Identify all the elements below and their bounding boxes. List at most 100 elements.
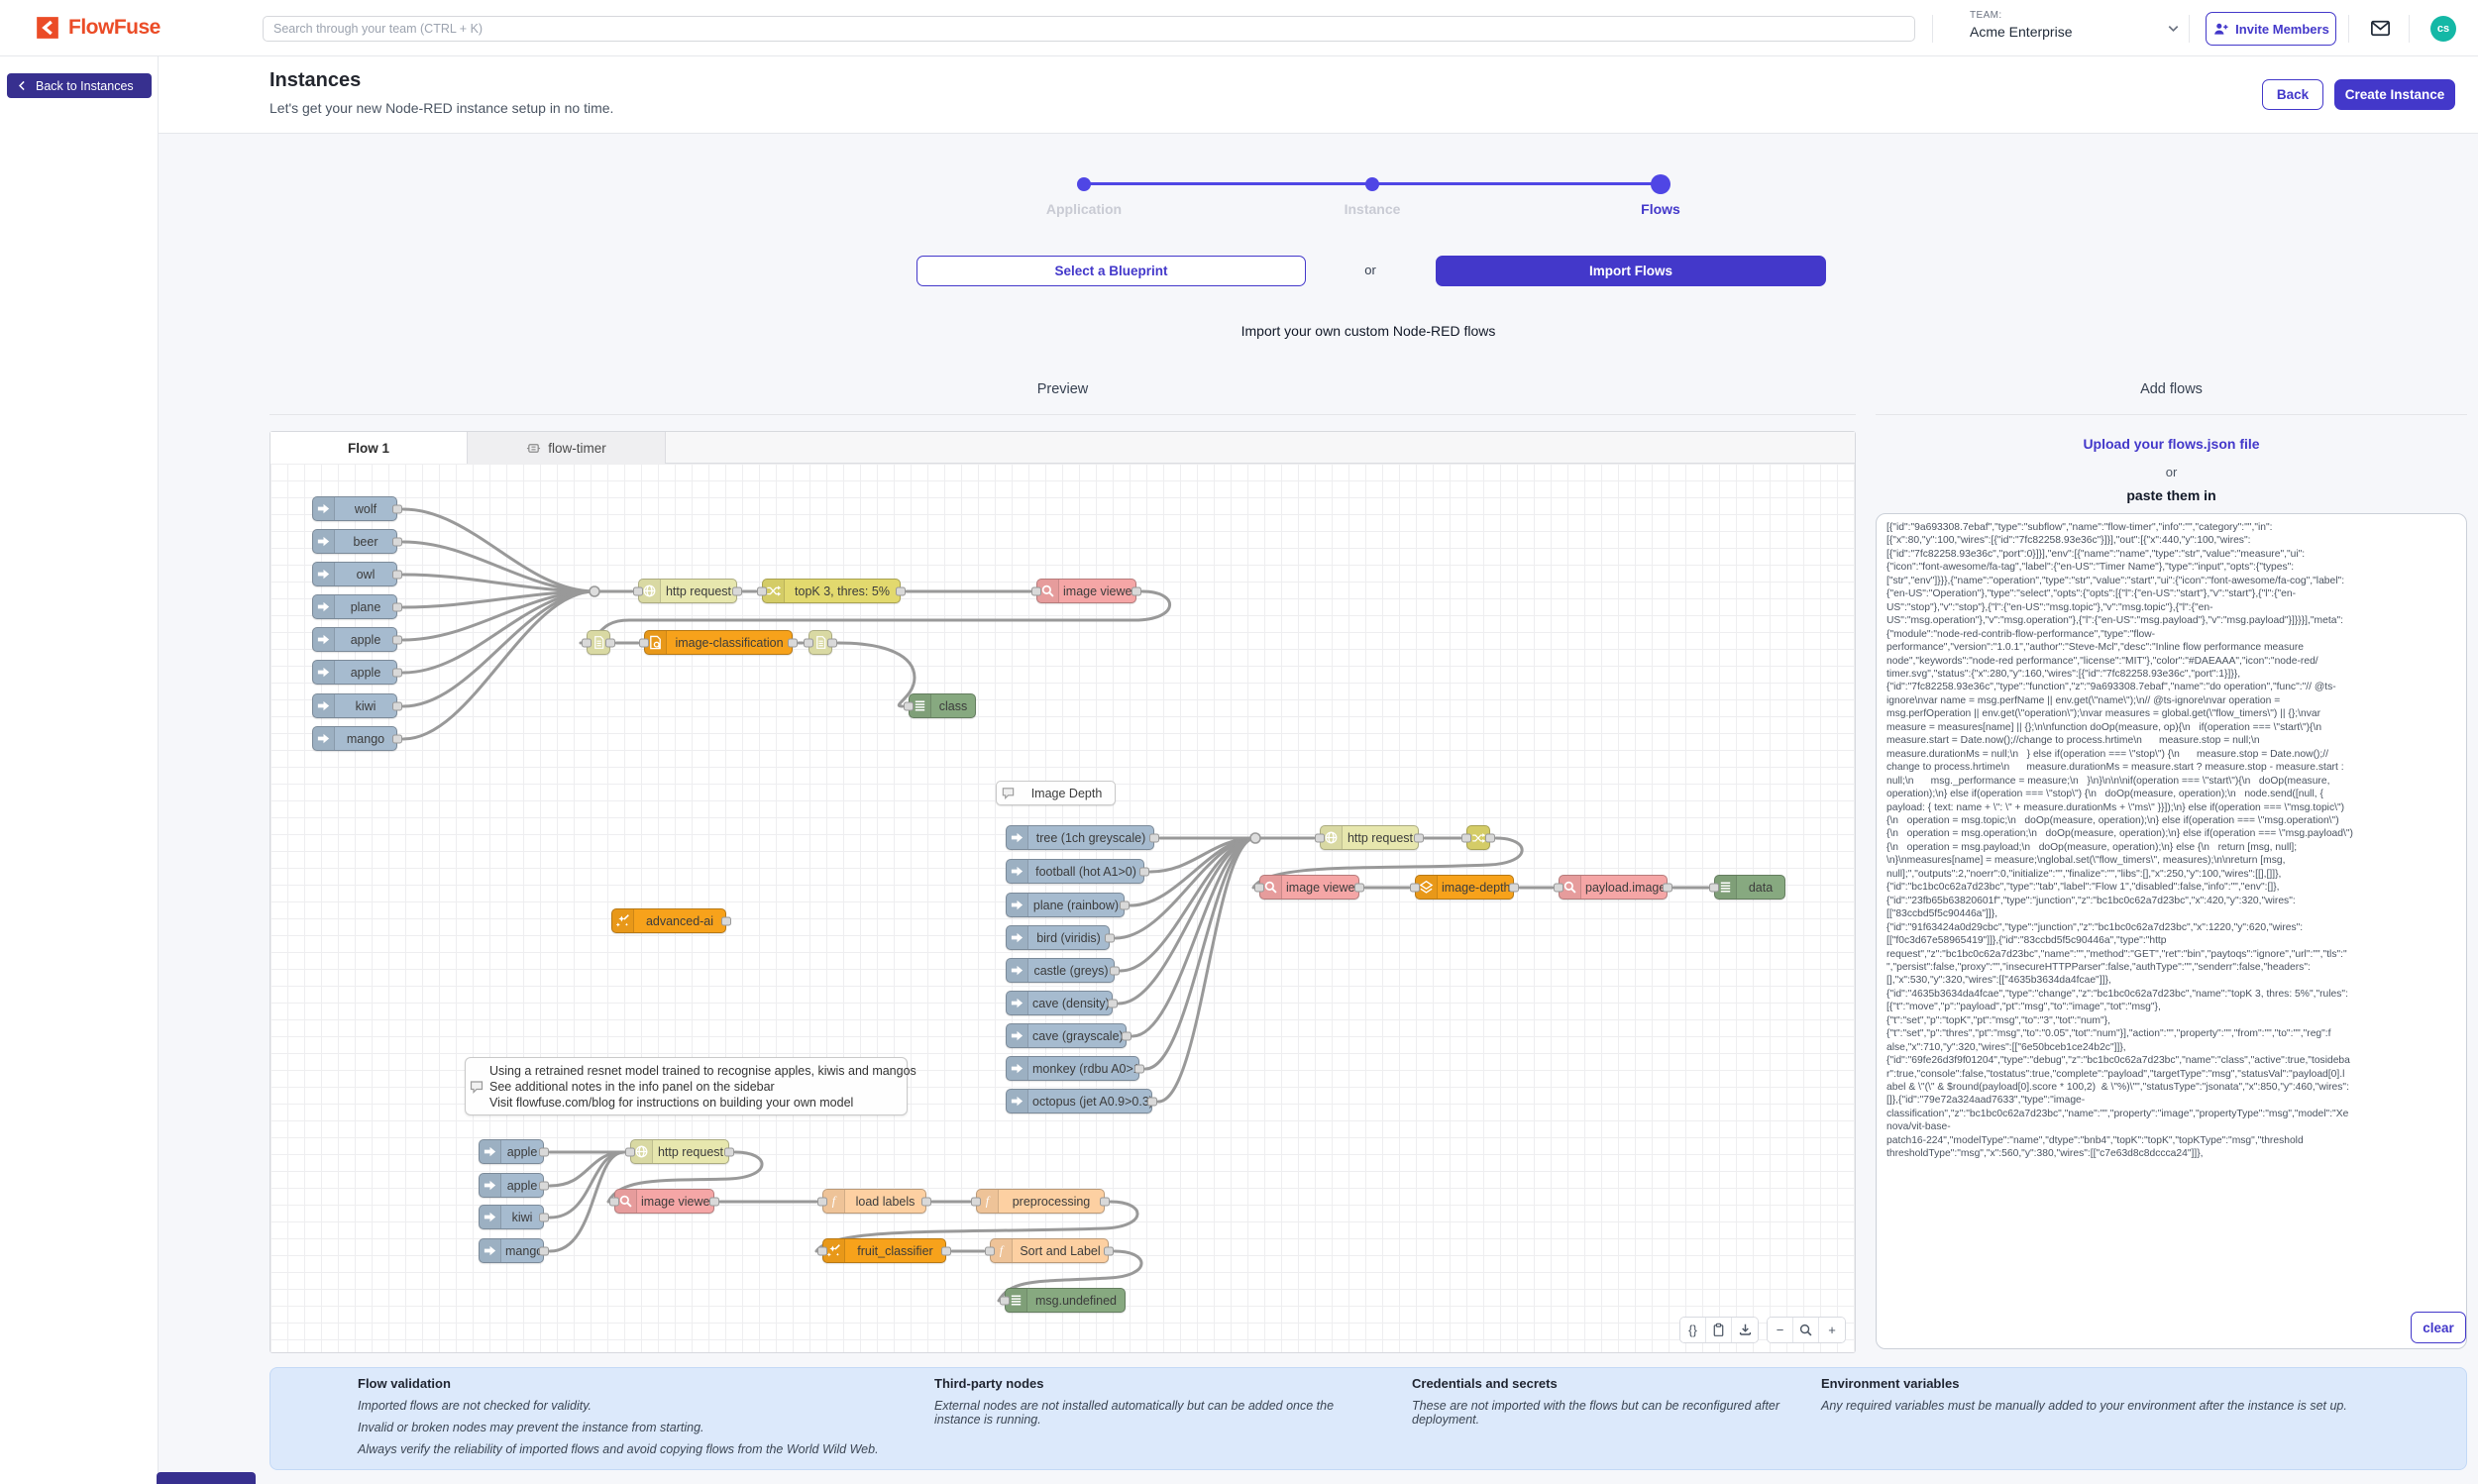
output-port[interactable] — [392, 570, 402, 579]
flow-node-inject-cave-grayscale[interactable]: cave (grayscale) — [1006, 1023, 1131, 1048]
output-port[interactable] — [1131, 586, 1141, 595]
chevron-down-icon[interactable] — [2166, 21, 2181, 36]
flow-node-inject-plane-rainbow[interactable]: plane (rainbow) — [1006, 893, 1130, 917]
input-port[interactable] — [639, 638, 649, 647]
input-port[interactable] — [904, 701, 914, 710]
mail-icon[interactable] — [2369, 17, 2392, 40]
flows-json-textarea[interactable]: [{"id":"9a693308.7ebaf","type":"subflow"… — [1876, 513, 2467, 1349]
output-port[interactable] — [392, 504, 402, 513]
input-port[interactable] — [1461, 833, 1471, 842]
download-button[interactable] — [1732, 1318, 1758, 1342]
flow-node-advanced-ai[interactable]: advanced-ai — [611, 908, 731, 933]
import-flows-button[interactable]: Import Flows — [1436, 256, 1826, 286]
output-port[interactable] — [392, 602, 402, 611]
flow-node-change-topk[interactable]: topK 3, thres: 5% — [757, 579, 906, 603]
input-port[interactable] — [609, 1197, 619, 1206]
output-port[interactable] — [539, 1213, 549, 1221]
output-port[interactable] — [605, 638, 615, 647]
flow-node-inject-apple[interactable]: apple — [479, 1173, 549, 1198]
flow-node-comment-image-depth[interactable]: Image Depth — [996, 781, 1116, 805]
select-blueprint-button[interactable]: Select a Blueprint — [916, 256, 1306, 286]
output-port[interactable] — [921, 1197, 931, 1206]
output-port[interactable] — [1147, 1097, 1157, 1106]
flow-node-image-viewer[interactable]: image viewer — [1031, 579, 1141, 603]
output-port[interactable] — [1104, 1246, 1114, 1255]
output-port[interactable] — [1120, 901, 1130, 909]
output-port[interactable] — [721, 916, 731, 925]
flow-node-function-preprocessing[interactable]: preprocessing — [971, 1189, 1110, 1214]
clear-button[interactable]: clear — [2411, 1312, 2466, 1343]
output-port[interactable] — [392, 701, 402, 710]
output-port[interactable] — [724, 1147, 734, 1156]
flow-node-inject-castle[interactable]: castle (greys) — [1006, 958, 1120, 983]
output-port[interactable] — [827, 638, 837, 647]
output-port[interactable] — [1134, 1064, 1144, 1073]
team-selector[interactable]: TEAM: Acme Enterprise — [1970, 10, 2072, 40]
output-port[interactable] — [392, 635, 402, 644]
output-port[interactable] — [1100, 1197, 1110, 1206]
flow-node-inject-octopus[interactable]: octopus (jet A0.9>0.3) — [1006, 1089, 1157, 1113]
output-port[interactable] — [392, 734, 402, 743]
zoom-in-button[interactable]: + — [1819, 1318, 1845, 1342]
output-port[interactable] — [392, 537, 402, 546]
back-button[interactable]: Back — [2262, 79, 2323, 110]
junction-node[interactable] — [589, 585, 600, 597]
zoom-reset-button[interactable] — [1793, 1318, 1819, 1342]
input-port[interactable] — [582, 638, 592, 647]
flow-canvas[interactable]: wolf beer owl plane apple apple kiwi man… — [270, 464, 1855, 1352]
input-port[interactable] — [757, 586, 767, 595]
flow-node-inject-apple[interactable]: apple — [312, 627, 402, 652]
flow-node-inject-football[interactable]: football (hot A1>0) — [1006, 859, 1149, 884]
output-port[interactable] — [732, 586, 742, 595]
flow-node-inject-kiwi[interactable]: kiwi — [312, 693, 402, 718]
output-port[interactable] — [1105, 933, 1115, 942]
output-port[interactable] — [392, 668, 402, 677]
input-port[interactable] — [817, 1246, 827, 1255]
output-port[interactable] — [1663, 883, 1672, 892]
flow-node-inject-mango[interactable]: mango — [312, 726, 402, 751]
flow-node-comment-note[interactable]: Using a retrained resnet model trained t… — [465, 1057, 916, 1115]
output-port[interactable] — [1110, 966, 1120, 975]
input-port[interactable] — [971, 1197, 981, 1206]
input-port[interactable] — [1410, 883, 1420, 892]
flow-node-function-sort-and-label[interactable]: Sort and Label — [985, 1238, 1114, 1263]
flow-node-http-request[interactable]: http request — [1315, 825, 1424, 850]
output-port[interactable] — [941, 1246, 951, 1255]
flow-node-debug-data[interactable]: data — [1709, 875, 1785, 900]
output-port[interactable] — [539, 1246, 549, 1255]
flow-node-template[interactable] — [582, 630, 615, 655]
output-port[interactable] — [709, 1197, 719, 1206]
output-port[interactable] — [1149, 833, 1159, 842]
output-port[interactable] — [788, 638, 798, 647]
tab-flow-timer[interactable]: flow-timer — [468, 432, 666, 464]
create-instance-button[interactable]: Create Instance — [2334, 79, 2455, 110]
input-port[interactable] — [625, 1147, 635, 1156]
back-to-instances-button[interactable]: Back to Instances — [7, 73, 152, 98]
output-port[interactable] — [539, 1147, 549, 1156]
flow-node-inject-bird[interactable]: bird (viridis) — [1006, 925, 1115, 950]
team-search-input[interactable] — [263, 16, 1915, 42]
flowfuse-logo[interactable]: FlowFuse — [35, 15, 161, 41]
copy-button[interactable] — [1706, 1318, 1732, 1342]
zoom-out-button[interactable]: − — [1768, 1318, 1793, 1342]
output-port[interactable] — [539, 1181, 549, 1190]
flow-node-inject-kiwi[interactable]: kiwi — [479, 1205, 549, 1229]
flow-node-inject-tree[interactable]: tree (1ch greyscale) — [1006, 825, 1159, 850]
output-port[interactable] — [896, 586, 906, 595]
flow-node-image-viewer[interactable]: image viewer — [609, 1189, 719, 1214]
flow-node-inject-beer[interactable]: beer — [312, 529, 402, 554]
step-dot-flows[interactable] — [1651, 174, 1670, 194]
flow-node-inject-cave-density[interactable]: cave (density) — [1006, 991, 1118, 1015]
flow-node-inject-wolf[interactable]: wolf — [312, 496, 402, 521]
flow-node-http-request[interactable]: http request — [625, 1139, 734, 1164]
flow-node-inject-apple[interactable]: apple — [479, 1139, 549, 1164]
flow-node-inject-mango[interactable]: mango — [479, 1238, 549, 1263]
flow-node-image-classification[interactable]: image-classification — [639, 630, 798, 655]
flow-node-change[interactable] — [1461, 825, 1495, 850]
input-port[interactable] — [1254, 883, 1264, 892]
flow-node-function-load-labels[interactable]: load labels — [817, 1189, 931, 1214]
output-port[interactable] — [1122, 1031, 1131, 1040]
flow-node-http-request[interactable]: http request — [633, 579, 742, 603]
input-port[interactable] — [1315, 833, 1325, 842]
input-port[interactable] — [804, 638, 813, 647]
